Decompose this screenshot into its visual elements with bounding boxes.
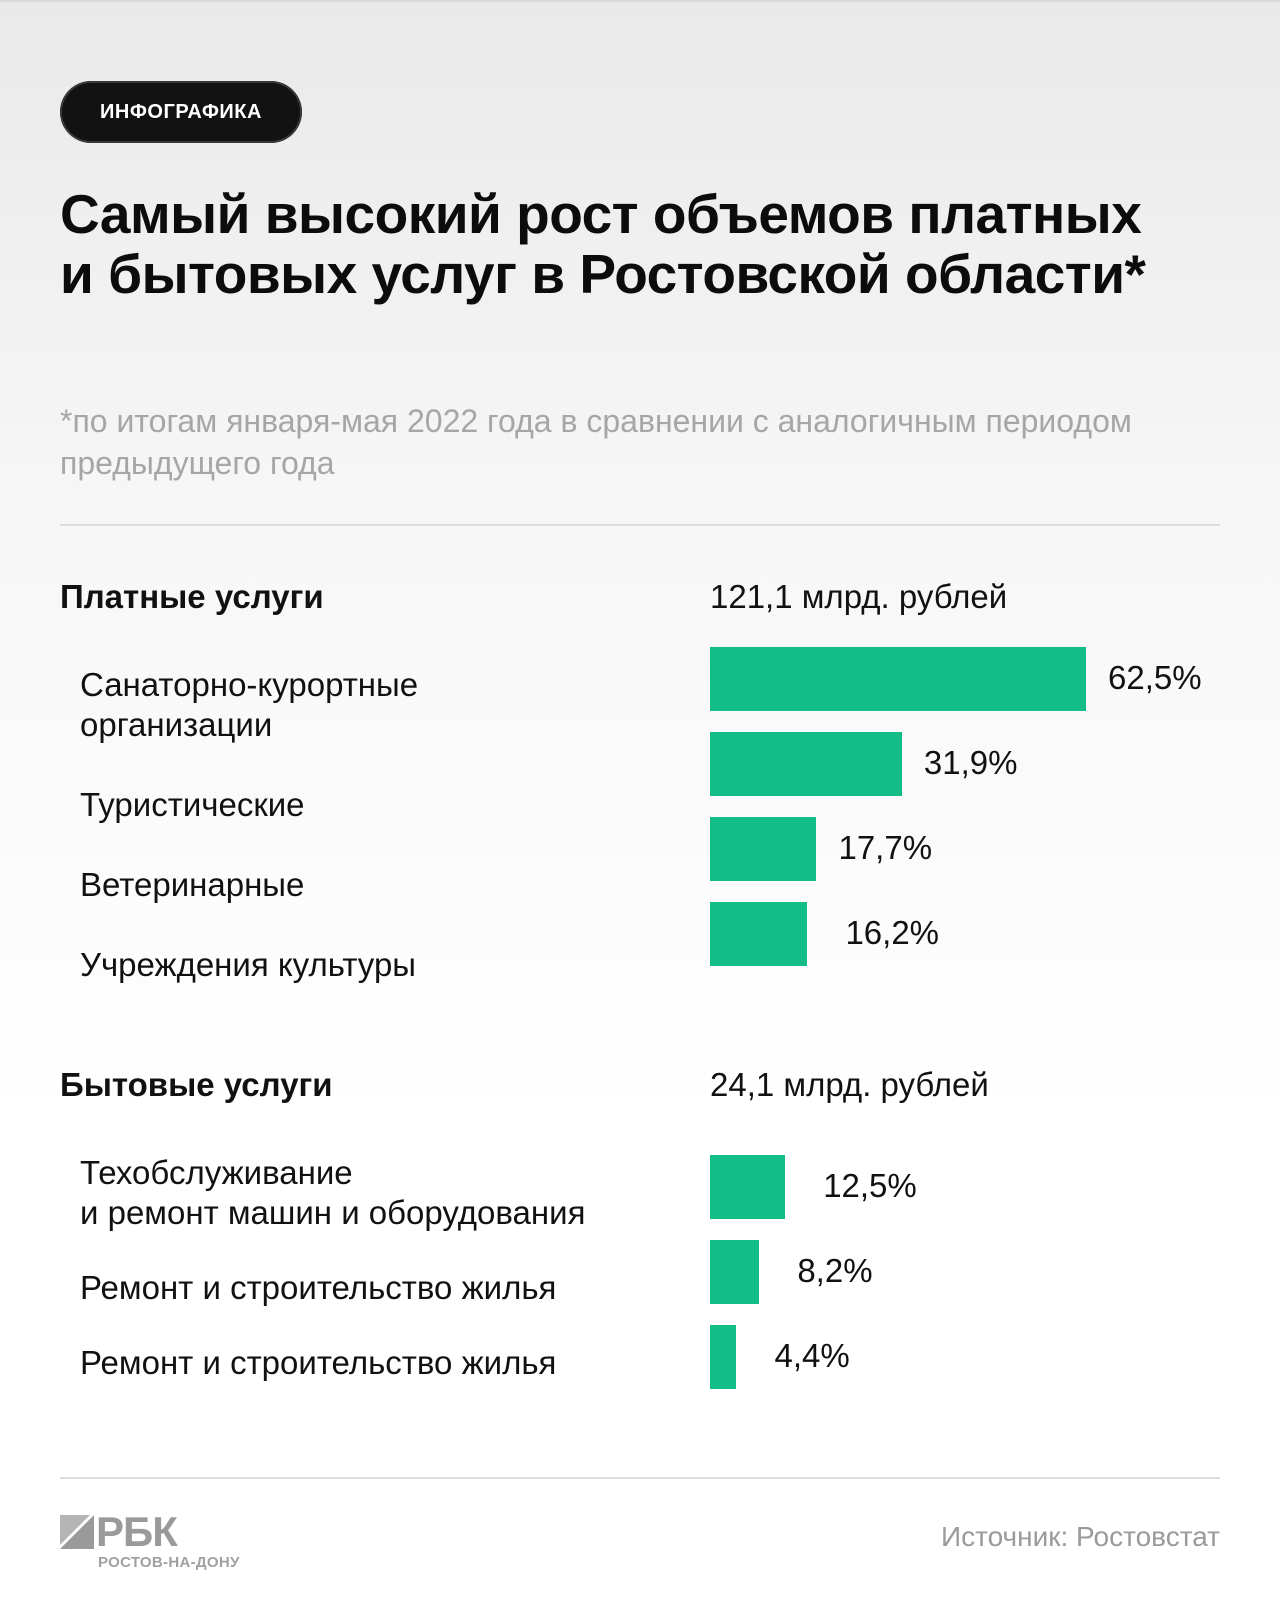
- bar-paid-4: [710, 902, 808, 966]
- category-label: Туристические: [80, 786, 305, 823]
- section-total-household: 24,1 млрд. рублей: [710, 1066, 989, 1103]
- header-divider: [60, 524, 1220, 526]
- source-credit: Источник: Ростовстат: [940, 1521, 1220, 1552]
- subtitle-footnote: *по итогам января-мая 2022 года в сравне…: [60, 403, 1132, 481]
- category-label: Ремонт и строительство жилья: [80, 1344, 557, 1381]
- rbc-logo-text: РБК: [96, 1508, 178, 1555]
- bar-value-label: 4,4%: [774, 1337, 850, 1374]
- bar-paid-2: [710, 732, 902, 796]
- top-divider: [0, 0, 1280, 2]
- bar-household-2: [710, 1240, 760, 1304]
- category-label-line: Санаторно-курортные: [80, 666, 419, 703]
- bar-value-label: 17,7%: [838, 829, 933, 866]
- rbc-logo: РБК РОСТОВ-НА-ДОНУ: [60, 1508, 240, 1571]
- bar-household-3: [710, 1325, 737, 1389]
- bar-paid-3: [710, 817, 817, 881]
- section-title-paid: Платные услуги: [60, 578, 324, 615]
- category-label-line: Техобслуживание: [80, 1154, 353, 1191]
- category-label: Ветеринарные: [80, 866, 305, 903]
- page-title: Самый высокий рост объемов платных и быт…: [60, 183, 1146, 305]
- category-label-line: организации: [80, 706, 273, 743]
- category-label: Учреждения культуры: [80, 946, 417, 983]
- bar-value-label: 31,9%: [923, 744, 1018, 781]
- infographic-badge: ИНФОГРАФИКА: [60, 81, 302, 143]
- rbc-logo-icon: [60, 1515, 94, 1549]
- bar-value-label: 16,2%: [845, 914, 940, 951]
- bar-value-label: 8,2%: [797, 1252, 873, 1289]
- section-total-paid: 121,1 млрд. рублей: [710, 578, 1008, 615]
- bar-household-1: [710, 1155, 786, 1219]
- category-label: Техобслуживание и ремонт машин и оборудо…: [80, 1153, 680, 1233]
- bar-paid-1: [710, 647, 1086, 711]
- rbc-logo-subtitle: РОСТОВ-НА-ДОНУ: [98, 1554, 240, 1571]
- category-label-line: и ремонт машин и оборудования: [80, 1194, 586, 1231]
- bar-value-label: 62,5%: [1108, 659, 1202, 696]
- footer-divider: [60, 1477, 1220, 1479]
- bar-value-label: 12,5%: [823, 1167, 917, 1204]
- section-title-household: Бытовые услуги: [60, 1066, 333, 1103]
- category-label: Ремонт и строительство жилья: [80, 1269, 557, 1306]
- category-label: Санаторно-курортные организации: [80, 665, 680, 745]
